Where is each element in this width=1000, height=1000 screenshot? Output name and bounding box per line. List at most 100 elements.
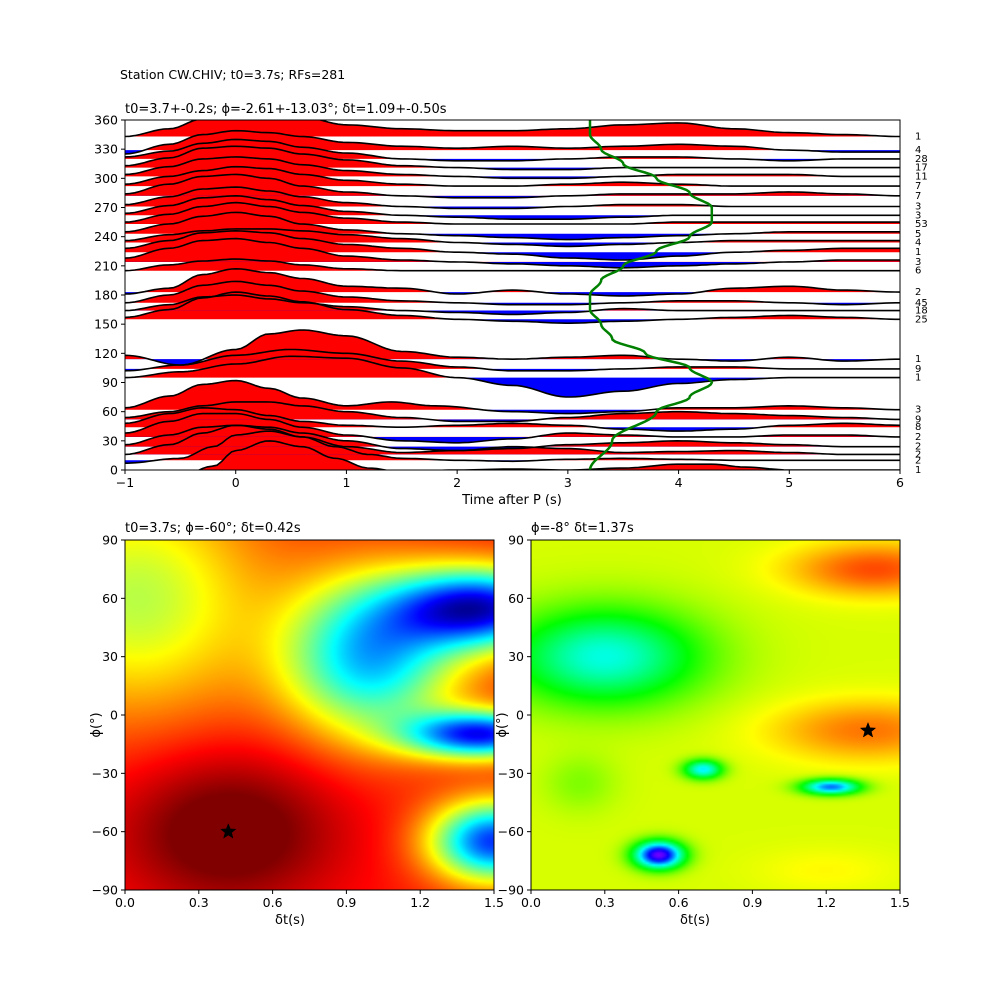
trace-negative-fill [125, 436, 900, 443]
trace-negative-fill [125, 158, 900, 161]
top-axes: −1 0 1 2 3 4 5 60306090120150180210240270300330… [94, 113, 904, 491]
top-x-tick-label: 5 [785, 475, 793, 490]
trace-negative-fill [125, 377, 900, 397]
left-map-x-tick-label: 0.6 [263, 895, 283, 910]
trace-positive-fill [125, 425, 900, 455]
right-map-x-tick-label: 0.9 [742, 895, 762, 910]
trace-count-label: 3 [915, 202, 921, 213]
trace-line [125, 280, 900, 306]
top-y-tick-label: 90 [102, 375, 118, 390]
trace-count-label: 5 [915, 229, 921, 240]
left-map-y-tick-label: −60 [92, 824, 118, 839]
top-y-tick-label: 0 [110, 463, 118, 478]
top-x-tick-label: 6 [896, 475, 904, 490]
trace-negative-fill [125, 470, 900, 476]
right-map-y-tick-label: 0 [516, 708, 524, 723]
top-y-tick-label: 360 [94, 113, 118, 128]
top-y-tick-label: 60 [102, 404, 118, 419]
trace-positive-fill [125, 202, 900, 225]
trace-negative-fill [125, 195, 900, 198]
trace-negative-fill [125, 150, 900, 154]
trace-line [125, 228, 900, 248]
trace-negative-fill [125, 427, 900, 432]
top-x-tick-label: 4 [675, 475, 683, 490]
trace-negative-fill [125, 233, 900, 240]
top-y-tick-label: 240 [94, 229, 118, 244]
trace-line [125, 291, 900, 324]
right-map-x-tick-label: 1.2 [816, 895, 836, 910]
left-map-y-tick-label: 60 [102, 591, 118, 606]
trace-fills [125, 120, 900, 476]
trace-positive-fill [125, 380, 900, 410]
left-map-y-tick-label: −30 [92, 766, 118, 781]
left-map-best-fit-star [220, 823, 237, 839]
trace-positive-fill [125, 281, 900, 303]
trace-line [125, 348, 900, 372]
trace-count-label: 4 [915, 145, 921, 156]
top-x-tick-label: 2 [453, 475, 461, 490]
top-y-tick-label: 150 [94, 317, 118, 332]
top-y-tick-label: 330 [94, 142, 118, 157]
trace-line [125, 211, 900, 241]
trace-negative-fill [125, 310, 900, 315]
trace-line [125, 329, 900, 366]
trace-line [125, 194, 900, 220]
top-y-tick-label: 120 [94, 346, 118, 361]
trace-positive-fill [125, 292, 900, 320]
right-map-y-label: ϕ(°) [495, 712, 510, 737]
right-map-y-tick-label: 90 [508, 533, 524, 548]
trace-line [125, 120, 900, 138]
trace-line [125, 165, 900, 187]
top-panel-title: t0=3.7+-0.2s; ϕ=-2.61+-13.03°; δt=1.09+-… [125, 102, 447, 117]
right-map-x-label: δt(s) [680, 913, 710, 928]
top-x-tick-label: 1 [342, 475, 350, 490]
trace-positive-fill [125, 401, 900, 420]
figure-suptitle: Station CW.CHIV; t0=3.7s; RFs=281 [120, 67, 345, 82]
trace-count-label: 28 [915, 154, 928, 165]
left-map-x-label: δt(s) [275, 913, 305, 928]
trace-line [125, 267, 900, 297]
trace-count-label: 9 [915, 364, 921, 375]
trace-count-label: 9 [915, 414, 921, 425]
trace-line [125, 201, 900, 225]
trace-positive-fill [125, 440, 900, 470]
trace-count-label: 2 [915, 442, 921, 453]
trace-positive-fill [125, 166, 900, 187]
trace-positive-fill [125, 146, 900, 168]
trace-count-label: 1 [915, 373, 921, 384]
trace-count-label: 4 [915, 238, 921, 249]
top-y-tick-label: 30 [102, 433, 118, 448]
top-y-tick-label: 270 [94, 200, 118, 215]
trace-line [125, 186, 900, 210]
top-x-tick-label: 3 [564, 475, 572, 490]
trace-count-label: 2 [915, 432, 921, 443]
right-map-y-tick-label: −60 [498, 824, 524, 839]
trace-line [125, 294, 900, 316]
top-x-tick-label: −1 [116, 475, 134, 490]
trace-line [125, 145, 900, 171]
trace-count-label: 17 [915, 163, 928, 174]
top-x-tick-label: 0 [232, 475, 240, 490]
trace-count-label: 7 [915, 181, 921, 192]
right-map-best-fit-star [859, 721, 877, 738]
trace-line [197, 440, 900, 470]
trace-count-label: 3 [915, 405, 921, 416]
left-map-y-tick-label: 90 [102, 533, 118, 548]
trace-count-label: 2 [915, 287, 921, 298]
trace-count-label: 18 [915, 306, 928, 317]
trace-count-label: 7 [915, 191, 921, 202]
trace-line [125, 173, 900, 199]
trace-negative-fill [125, 302, 900, 305]
right-map-x-tick-label: 0.3 [595, 895, 615, 910]
trace-line [125, 406, 900, 432]
left-heatmap-canvas [125, 540, 494, 890]
left-map-y-tick-label: −90 [92, 883, 118, 898]
trace-line [125, 156, 900, 180]
trace-positive-fill [125, 230, 900, 253]
right-map-x-tick-label: 1.5 [890, 895, 910, 910]
trace-positive-fill [125, 212, 900, 234]
t0-curve [588, 120, 714, 470]
trace-positive-fill [125, 413, 900, 437]
trace-line [125, 237, 900, 269]
trace-positive-fill [125, 295, 900, 311]
